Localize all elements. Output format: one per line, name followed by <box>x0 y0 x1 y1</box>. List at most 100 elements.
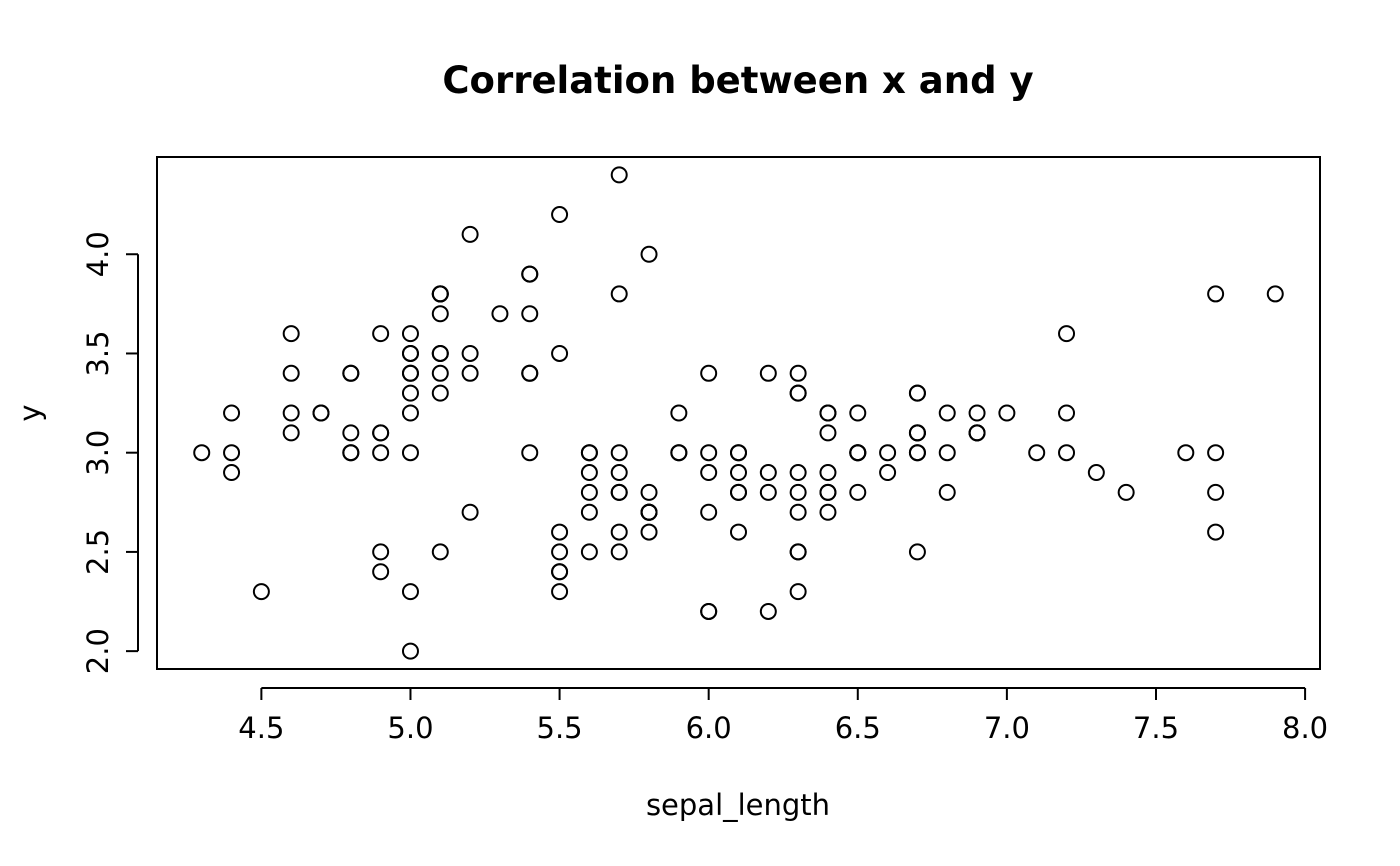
data-point <box>879 464 897 482</box>
data-point <box>551 543 569 561</box>
x-axis: 4.5 5.0 5.5 6.0 6.5 7.0 7.5 8.0 <box>238 687 1328 745</box>
data-point <box>789 384 807 402</box>
data-point <box>1207 523 1225 541</box>
data-point <box>700 444 718 462</box>
data-point <box>461 225 479 243</box>
data-point <box>700 364 718 382</box>
x-tick-label: 4.5 <box>238 711 284 745</box>
data-point <box>1266 285 1284 303</box>
data-point <box>431 384 449 402</box>
data-point <box>551 206 569 224</box>
data-point <box>521 305 539 323</box>
data-point <box>431 364 449 382</box>
data-point <box>610 483 628 501</box>
data-point <box>521 444 539 462</box>
data-point <box>700 602 718 620</box>
data-point <box>580 543 598 561</box>
data-point <box>789 543 807 561</box>
data-point <box>819 404 837 422</box>
data-point <box>610 285 628 303</box>
data-point <box>849 404 867 422</box>
y-tick-label: 3.0 <box>81 430 115 476</box>
y-axis: 2.0 2.5 3.0 3.5 4.0 <box>81 231 139 674</box>
data-point <box>908 543 926 561</box>
data-point <box>521 265 539 283</box>
data-point <box>730 464 747 482</box>
data-point <box>938 404 956 422</box>
data-point <box>282 424 300 442</box>
data-point <box>819 464 837 482</box>
data-point <box>372 325 390 343</box>
data-point <box>1028 444 1046 462</box>
data-point <box>789 503 807 521</box>
data-point <box>968 424 986 442</box>
x-tick-label: 5.0 <box>387 711 433 745</box>
data-point <box>551 583 569 601</box>
data-point <box>759 602 777 620</box>
data-point <box>1207 483 1225 501</box>
data-point <box>401 344 419 362</box>
data-point <box>789 364 807 382</box>
data-point <box>401 583 419 601</box>
data-point <box>789 583 807 601</box>
data-point <box>849 483 867 501</box>
data-point <box>401 384 419 402</box>
data-point <box>968 404 986 422</box>
data-point <box>223 404 241 422</box>
data-point <box>491 305 509 323</box>
data-point <box>730 444 747 462</box>
data-point <box>1058 444 1076 462</box>
x-tick-label: 8.0 <box>1282 711 1328 745</box>
data-point <box>223 464 241 482</box>
data-point <box>580 464 598 482</box>
data-point <box>610 166 628 184</box>
data-point <box>610 464 628 482</box>
data-point <box>759 483 777 501</box>
plot-frame <box>156 156 1321 670</box>
data-point <box>372 424 390 442</box>
data-point <box>461 503 479 521</box>
data-point <box>580 444 598 462</box>
x-tick-label: 5.5 <box>537 711 583 745</box>
data-point <box>431 344 449 362</box>
data-point <box>1207 444 1225 462</box>
data-point <box>372 563 390 581</box>
x-tick-label: 6.0 <box>686 711 732 745</box>
data-point <box>908 424 926 442</box>
data-point <box>342 424 360 442</box>
data-point <box>819 424 837 442</box>
data-point <box>282 404 300 422</box>
data-point <box>730 483 747 501</box>
data-point <box>670 444 688 462</box>
y-tick-label: 2.5 <box>81 529 115 575</box>
data-point <box>461 344 479 362</box>
data-point <box>908 384 926 402</box>
data-point <box>401 325 419 343</box>
data-point <box>372 543 390 561</box>
data-point <box>401 444 419 462</box>
data-point <box>908 444 926 462</box>
data-point <box>580 503 598 521</box>
data-point <box>1058 404 1076 422</box>
data-point <box>342 444 360 462</box>
x-axis-label: sepal_length <box>646 788 830 822</box>
data-point <box>700 464 718 482</box>
data-point <box>1087 464 1105 482</box>
data-point <box>372 444 390 462</box>
data-point <box>580 483 598 501</box>
data-point <box>282 325 300 343</box>
data-point <box>193 444 211 462</box>
data-point <box>282 364 300 382</box>
data-point <box>670 404 688 422</box>
data-point <box>610 543 628 561</box>
chart-title: Correlation between x and y <box>442 59 1033 102</box>
data-point <box>431 305 449 323</box>
x-tick-label: 6.5 <box>835 711 881 745</box>
data-point <box>700 503 718 521</box>
data-point <box>640 503 658 521</box>
data-point <box>431 543 449 561</box>
data-point <box>819 503 837 521</box>
data-point <box>252 583 270 601</box>
x-tick-label: 7.5 <box>1133 711 1179 745</box>
